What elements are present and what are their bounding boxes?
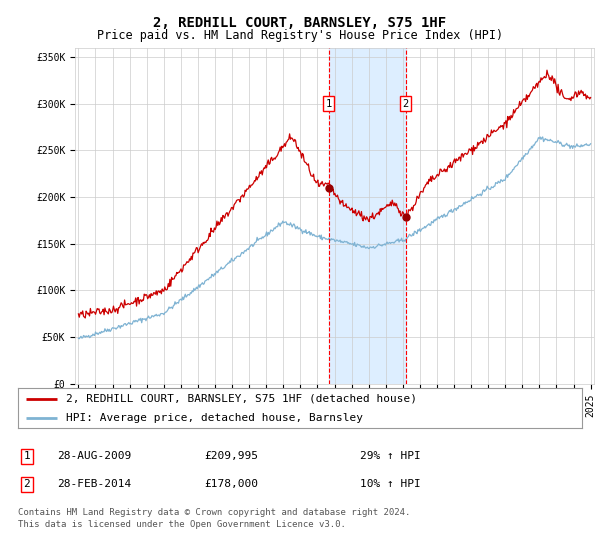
Text: 10% ↑ HPI: 10% ↑ HPI [360, 479, 421, 489]
Text: 2, REDHILL COURT, BARNSLEY, S75 1HF (detached house): 2, REDHILL COURT, BARNSLEY, S75 1HF (det… [66, 394, 417, 404]
Text: 2: 2 [23, 479, 31, 489]
Text: £178,000: £178,000 [204, 479, 258, 489]
Text: Contains HM Land Registry data © Crown copyright and database right 2024.: Contains HM Land Registry data © Crown c… [18, 508, 410, 517]
Bar [329, 48, 406, 384]
Text: This data is licensed under the Open Government Licence v3.0.: This data is licensed under the Open Gov… [18, 520, 346, 529]
Text: 2, REDHILL COURT, BARNSLEY, S75 1HF: 2, REDHILL COURT, BARNSLEY, S75 1HF [154, 16, 446, 30]
Text: Price paid vs. HM Land Registry's House Price Index (HPI): Price paid vs. HM Land Registry's House … [97, 29, 503, 42]
Text: 2: 2 [403, 99, 409, 109]
Text: 29% ↑ HPI: 29% ↑ HPI [360, 451, 421, 461]
Text: 1: 1 [326, 99, 332, 109]
Text: £209,995: £209,995 [204, 451, 258, 461]
Text: HPI: Average price, detached house, Barnsley: HPI: Average price, detached house, Barn… [66, 413, 363, 423]
Text: 28-FEB-2014: 28-FEB-2014 [57, 479, 131, 489]
Text: 1: 1 [23, 451, 31, 461]
Text: 28-AUG-2009: 28-AUG-2009 [57, 451, 131, 461]
